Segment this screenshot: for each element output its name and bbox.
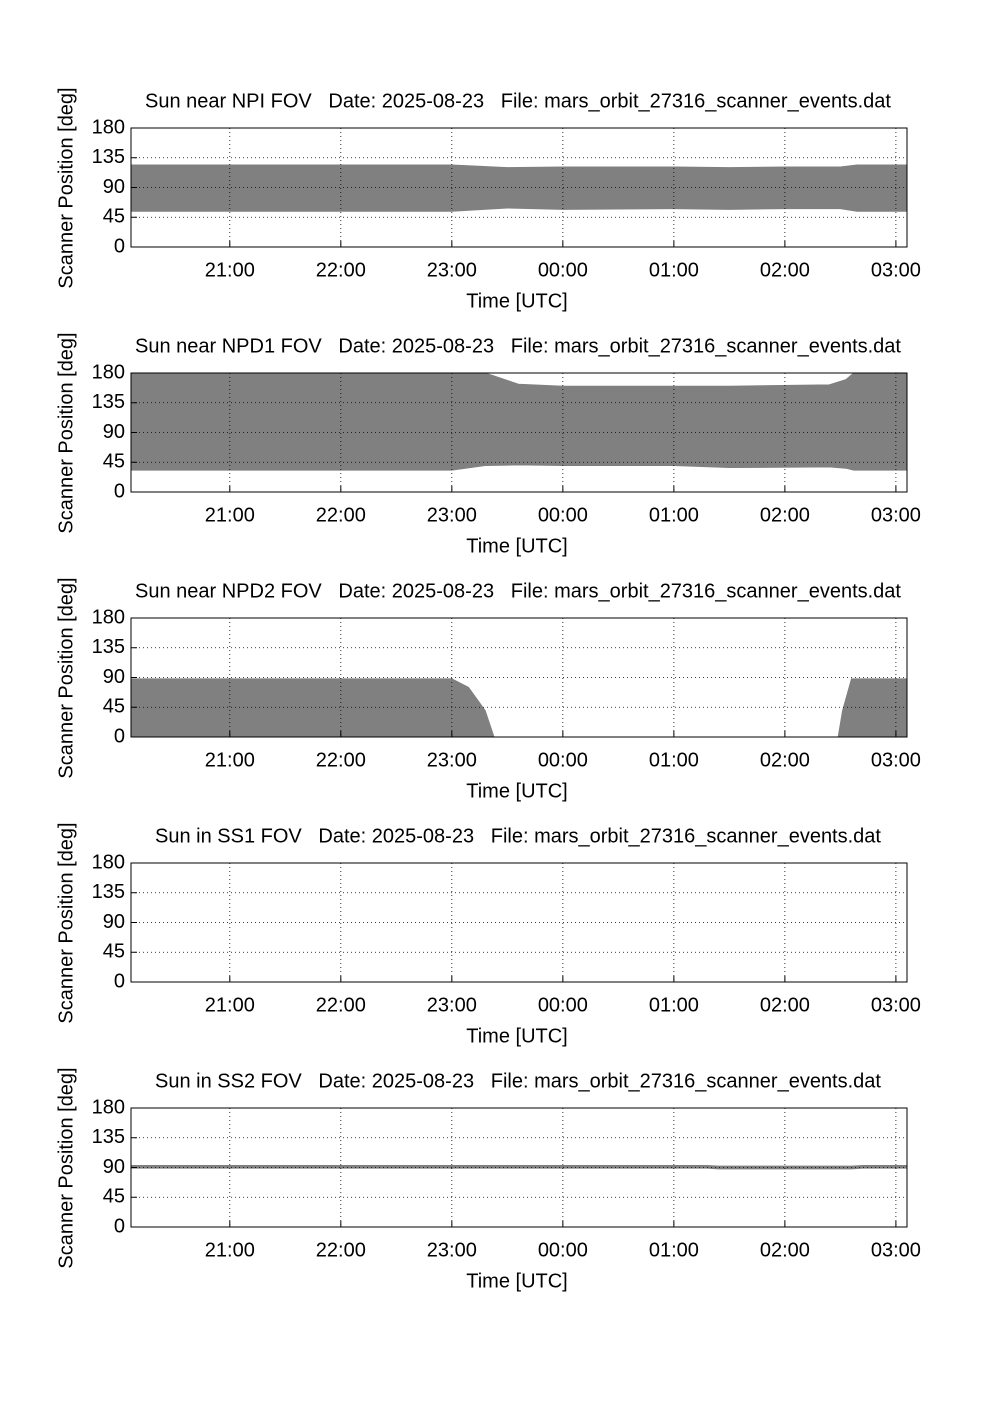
- x-tick-label: 02:00: [760, 259, 810, 281]
- x-tick-label: 00:00: [538, 259, 588, 281]
- y-axis-label: Scanner Position [deg]: [55, 822, 77, 1023]
- x-tick-label: 23:00: [427, 504, 477, 526]
- plot-frame: [130, 127, 908, 248]
- x-tick-label: 21:00: [205, 1239, 255, 1261]
- x-tick-label: 01:00: [649, 259, 699, 281]
- range-area: [130, 678, 908, 738]
- plot-frame: [130, 1107, 908, 1228]
- y-tick-label: 135: [92, 391, 125, 413]
- y-tick-label: 45: [103, 696, 125, 718]
- x-tick-label: 00:00: [538, 994, 588, 1016]
- y-tick-label: 45: [103, 451, 125, 473]
- chart-title: Sun near NPI FOV Date: 2025-08-23 File: …: [145, 90, 891, 112]
- y-tick-label: 0: [114, 235, 125, 257]
- y-tick-label: 180: [92, 361, 125, 383]
- plot-frame: [130, 372, 908, 493]
- x-tick-label: 03:00: [871, 994, 921, 1016]
- x-tick-label: 02:00: [760, 504, 810, 526]
- x-tick-label: 03:00: [871, 504, 921, 526]
- x-tick-label: 01:00: [649, 994, 699, 1016]
- x-tick-label: 21:00: [205, 504, 255, 526]
- y-tick-label: 135: [92, 146, 125, 168]
- y-tick-label: 0: [114, 970, 125, 992]
- x-tick-label: 22:00: [316, 259, 366, 281]
- x-tick-label: 01:00: [649, 1239, 699, 1261]
- chart-title: Sun near NPD1 FOV Date: 2025-08-23 File:…: [135, 335, 901, 357]
- range-area: [130, 372, 908, 471]
- y-tick-label: 180: [92, 851, 125, 873]
- x-axis-label: Time [UTC]: [466, 535, 567, 557]
- x-tick-label: 00:00: [538, 504, 588, 526]
- range-area: [130, 164, 908, 212]
- plot-frame: [130, 862, 908, 983]
- x-tick-label: 02:00: [760, 994, 810, 1016]
- y-tick-label: 90: [103, 911, 125, 933]
- x-tick-label: 22:00: [316, 749, 366, 771]
- y-tick-label: 180: [92, 116, 125, 138]
- x-tick-label: 02:00: [760, 1239, 810, 1261]
- x-axis-label: Time [UTC]: [466, 290, 567, 312]
- x-tick-label: 22:00: [316, 1239, 366, 1261]
- y-tick-label: 90: [103, 666, 125, 688]
- plot-frame: [130, 617, 908, 738]
- y-tick-label: 90: [103, 421, 125, 443]
- chart-title: Sun near NPD2 FOV Date: 2025-08-23 File:…: [135, 580, 901, 602]
- x-tick-label: 23:00: [427, 749, 477, 771]
- x-axis-label: Time [UTC]: [466, 1270, 567, 1292]
- x-tick-label: 03:00: [871, 749, 921, 771]
- y-tick-label: 135: [92, 636, 125, 658]
- x-tick-label: 00:00: [538, 749, 588, 771]
- y-axis-label: Scanner Position [deg]: [55, 332, 77, 533]
- x-tick-label: 23:00: [427, 259, 477, 281]
- y-tick-label: 180: [92, 606, 125, 628]
- y-tick-label: 0: [114, 480, 125, 502]
- y-tick-label: 180: [92, 1096, 125, 1118]
- x-tick-label: 01:00: [649, 504, 699, 526]
- y-tick-label: 45: [103, 206, 125, 228]
- x-tick-label: 21:00: [205, 259, 255, 281]
- chart-title: Sun in SS1 FOV Date: 2025-08-23 File: ma…: [155, 825, 881, 847]
- y-tick-label: 90: [103, 176, 125, 198]
- x-axis-label: Time [UTC]: [466, 780, 567, 802]
- x-tick-label: 23:00: [427, 994, 477, 1016]
- y-tick-label: 135: [92, 881, 125, 903]
- x-tick-label: 21:00: [205, 994, 255, 1016]
- x-tick-label: 03:00: [871, 259, 921, 281]
- x-tick-label: 21:00: [205, 749, 255, 771]
- x-tick-label: 22:00: [316, 504, 366, 526]
- x-tick-label: 22:00: [316, 994, 366, 1016]
- y-tick-label: 45: [103, 941, 125, 963]
- y-axis-label: Scanner Position [deg]: [55, 577, 77, 778]
- x-tick-label: 03:00: [871, 1239, 921, 1261]
- y-tick-label: 45: [103, 1186, 125, 1208]
- x-tick-label: 01:00: [649, 749, 699, 771]
- x-axis-label: Time [UTC]: [466, 1025, 567, 1047]
- y-tick-label: 135: [92, 1126, 125, 1148]
- y-axis-label: Scanner Position [deg]: [55, 1067, 77, 1268]
- y-tick-label: 90: [103, 1156, 125, 1178]
- x-tick-label: 23:00: [427, 1239, 477, 1261]
- y-axis-label: Scanner Position [deg]: [55, 87, 77, 288]
- chart-title: Sun in SS2 FOV Date: 2025-08-23 File: ma…: [155, 1070, 881, 1092]
- y-tick-label: 0: [114, 725, 125, 747]
- x-tick-label: 02:00: [760, 749, 810, 771]
- x-tick-label: 00:00: [538, 1239, 588, 1261]
- y-tick-label: 0: [114, 1215, 125, 1237]
